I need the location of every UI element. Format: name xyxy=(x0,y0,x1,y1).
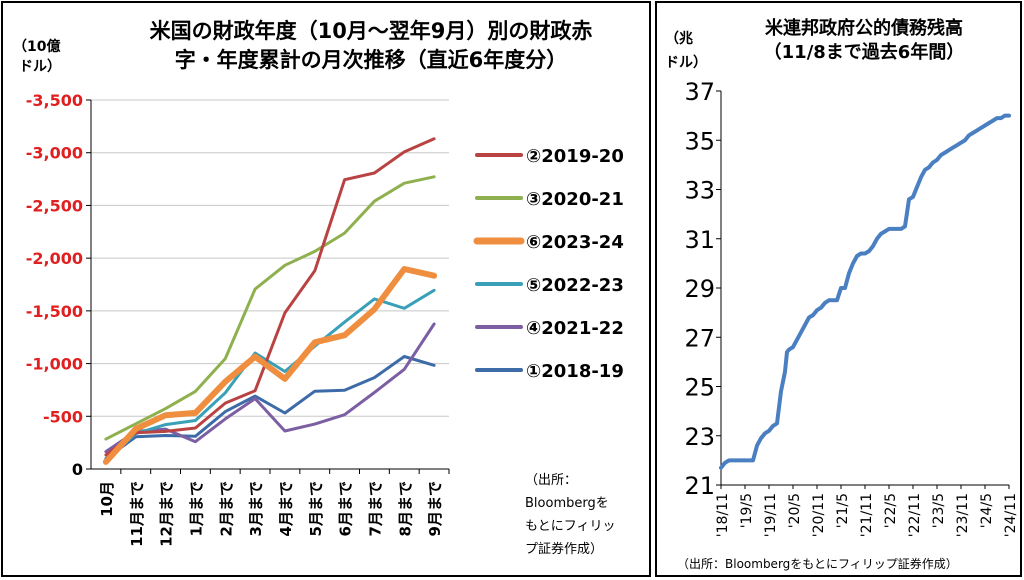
source-line-4: プ証券作成） xyxy=(525,542,604,557)
source-line-3: もとにフィリッ xyxy=(525,519,616,534)
x-tick-label: 2月まで xyxy=(217,481,235,536)
x-tick-label: 9月まで xyxy=(426,481,444,536)
right-x-tick-label: '23/5 xyxy=(931,493,947,528)
y-tick-label: 0 xyxy=(72,460,83,479)
y-tick-label: -1,500 xyxy=(26,302,83,321)
right-x-tick-label: '18/11 xyxy=(715,493,731,537)
right-source-note: （出所：Bloombergをもとにフィリップ証券作成） xyxy=(677,557,958,571)
right-title-line1: 米連邦政府公的債務残高 xyxy=(765,18,963,39)
debt-series-line xyxy=(719,113,1011,470)
right-y-tick-label: 35 xyxy=(684,127,715,155)
y-tick-label: -3,000 xyxy=(26,144,83,163)
x-tick-label: 8月まで xyxy=(396,481,414,536)
legend-label: ④2021-22 xyxy=(526,318,624,339)
x-tick-label: 4月まで xyxy=(277,481,295,536)
right-unit-line1: （兆 xyxy=(665,31,693,47)
x-tick-label: 12月まで xyxy=(158,481,176,547)
deficit-chart: 0 -500 -1,000 -1,500 -2,000 -2,500 -3,000 -3,50… xyxy=(26,91,624,547)
right-y-tick-label: 23 xyxy=(684,423,715,451)
series-line-①2018-19 xyxy=(104,355,436,460)
x-tick-label: 5月まで xyxy=(307,481,325,536)
y-tick-label: -1,000 xyxy=(26,355,83,374)
left-title-line1: 米国の財政年度（10月～翌年9月）別の財政赤 xyxy=(149,19,593,43)
left-source-note: （出所： Bloombergを もとにフィリッ プ証券作成） xyxy=(525,469,615,561)
x-tick-label: 10月 xyxy=(98,481,116,517)
right-y-tick-label: 21 xyxy=(684,472,715,500)
right-y-tick-label: 29 xyxy=(684,275,715,303)
series-line-②2019-20 xyxy=(104,137,436,457)
x-tick-label: 11月まで xyxy=(128,481,146,547)
right-y-tick-label: 27 xyxy=(684,324,715,352)
legend-label: ⑥2023-24 xyxy=(526,232,624,253)
source-line-1: （出所： xyxy=(525,473,578,488)
left-title-line2: 字・年度累計の月次推移（直近6年度分） xyxy=(174,48,568,72)
right-x-tick-label: '23/11 xyxy=(955,493,971,537)
left-unit-line1: （10億 xyxy=(13,39,61,55)
right-x-tick-label: '22/11 xyxy=(907,493,923,537)
legend-label: ②2019-20 xyxy=(526,146,624,167)
right-title-line2: （11/8まで過去6年間） xyxy=(763,42,965,63)
right-x-tick-label: '22/5 xyxy=(883,493,899,528)
left-title: 米国の財政年度（10月～翌年9月）別の財政赤 字・年度累計の月次推移（直近6年度… xyxy=(91,17,651,75)
right-y-tick-label: 37 xyxy=(684,78,715,106)
right-x-tick-label: '20/11 xyxy=(811,493,827,537)
x-tick-label: 6月まで xyxy=(337,481,355,536)
debt-chart-panel: 21 23 25 27 29 31 33 35 37 '18/11 '19/5 '19/11 '20/… xyxy=(655,1,1022,577)
x-tick-label: 7月まで xyxy=(366,481,384,536)
y-tick-label: -2,000 xyxy=(26,249,83,268)
right-x-tick-label: '19/11 xyxy=(763,493,779,537)
legend-label: ①2018-19 xyxy=(526,361,624,382)
right-x-tick-label: '21/5 xyxy=(835,493,851,528)
series-line-③2020-21 xyxy=(104,175,436,441)
right-y-tick-label: 33 xyxy=(684,177,715,205)
right-title: 米連邦政府公的債務残高 （11/8まで過去6年間） xyxy=(709,17,1019,65)
series-line-⑤2022-23 xyxy=(104,288,436,462)
right-x-tick-label: '21/11 xyxy=(859,493,875,537)
legend-label: ③2020-21 xyxy=(526,189,624,210)
right-unit-label: （兆 ドル） xyxy=(665,27,707,75)
series-line-⑥2023-24 xyxy=(102,266,438,465)
right-x-tick-label: '24/5 xyxy=(979,493,995,528)
x-tick-label: 3月まで xyxy=(247,481,265,536)
x-tick-label: 1月まで xyxy=(187,481,205,536)
right-x-tick-label: '24/11 xyxy=(1003,493,1019,537)
right-y-tick-label: 25 xyxy=(684,374,715,402)
right-y-tick-label: 31 xyxy=(684,226,715,254)
y-tick-label: -2,500 xyxy=(26,196,83,215)
deficit-chart-panel: 0 -500 -1,000 -1,500 -2,000 -2,500 -3,000 -3,50… xyxy=(1,1,651,577)
series-line-④2021-22 xyxy=(104,322,436,454)
right-x-tick-label: '19/5 xyxy=(739,493,755,528)
debt-chart: 21 23 25 27 29 31 33 35 37 '18/11 '19/5 '19/11 '20/… xyxy=(684,78,1019,537)
legend-label: ⑤2022-23 xyxy=(526,275,624,296)
y-tick-label: -500 xyxy=(43,407,83,426)
left-unit-label: （10億 ドル） xyxy=(13,37,61,77)
left-unit-line2: ドル） xyxy=(19,59,61,75)
right-x-tick-label: '20/5 xyxy=(787,493,803,528)
y-tick-label: -3,500 xyxy=(26,91,83,110)
right-unit-line2: ドル） xyxy=(665,55,707,71)
source-line-2: Bloombergを xyxy=(525,496,609,511)
